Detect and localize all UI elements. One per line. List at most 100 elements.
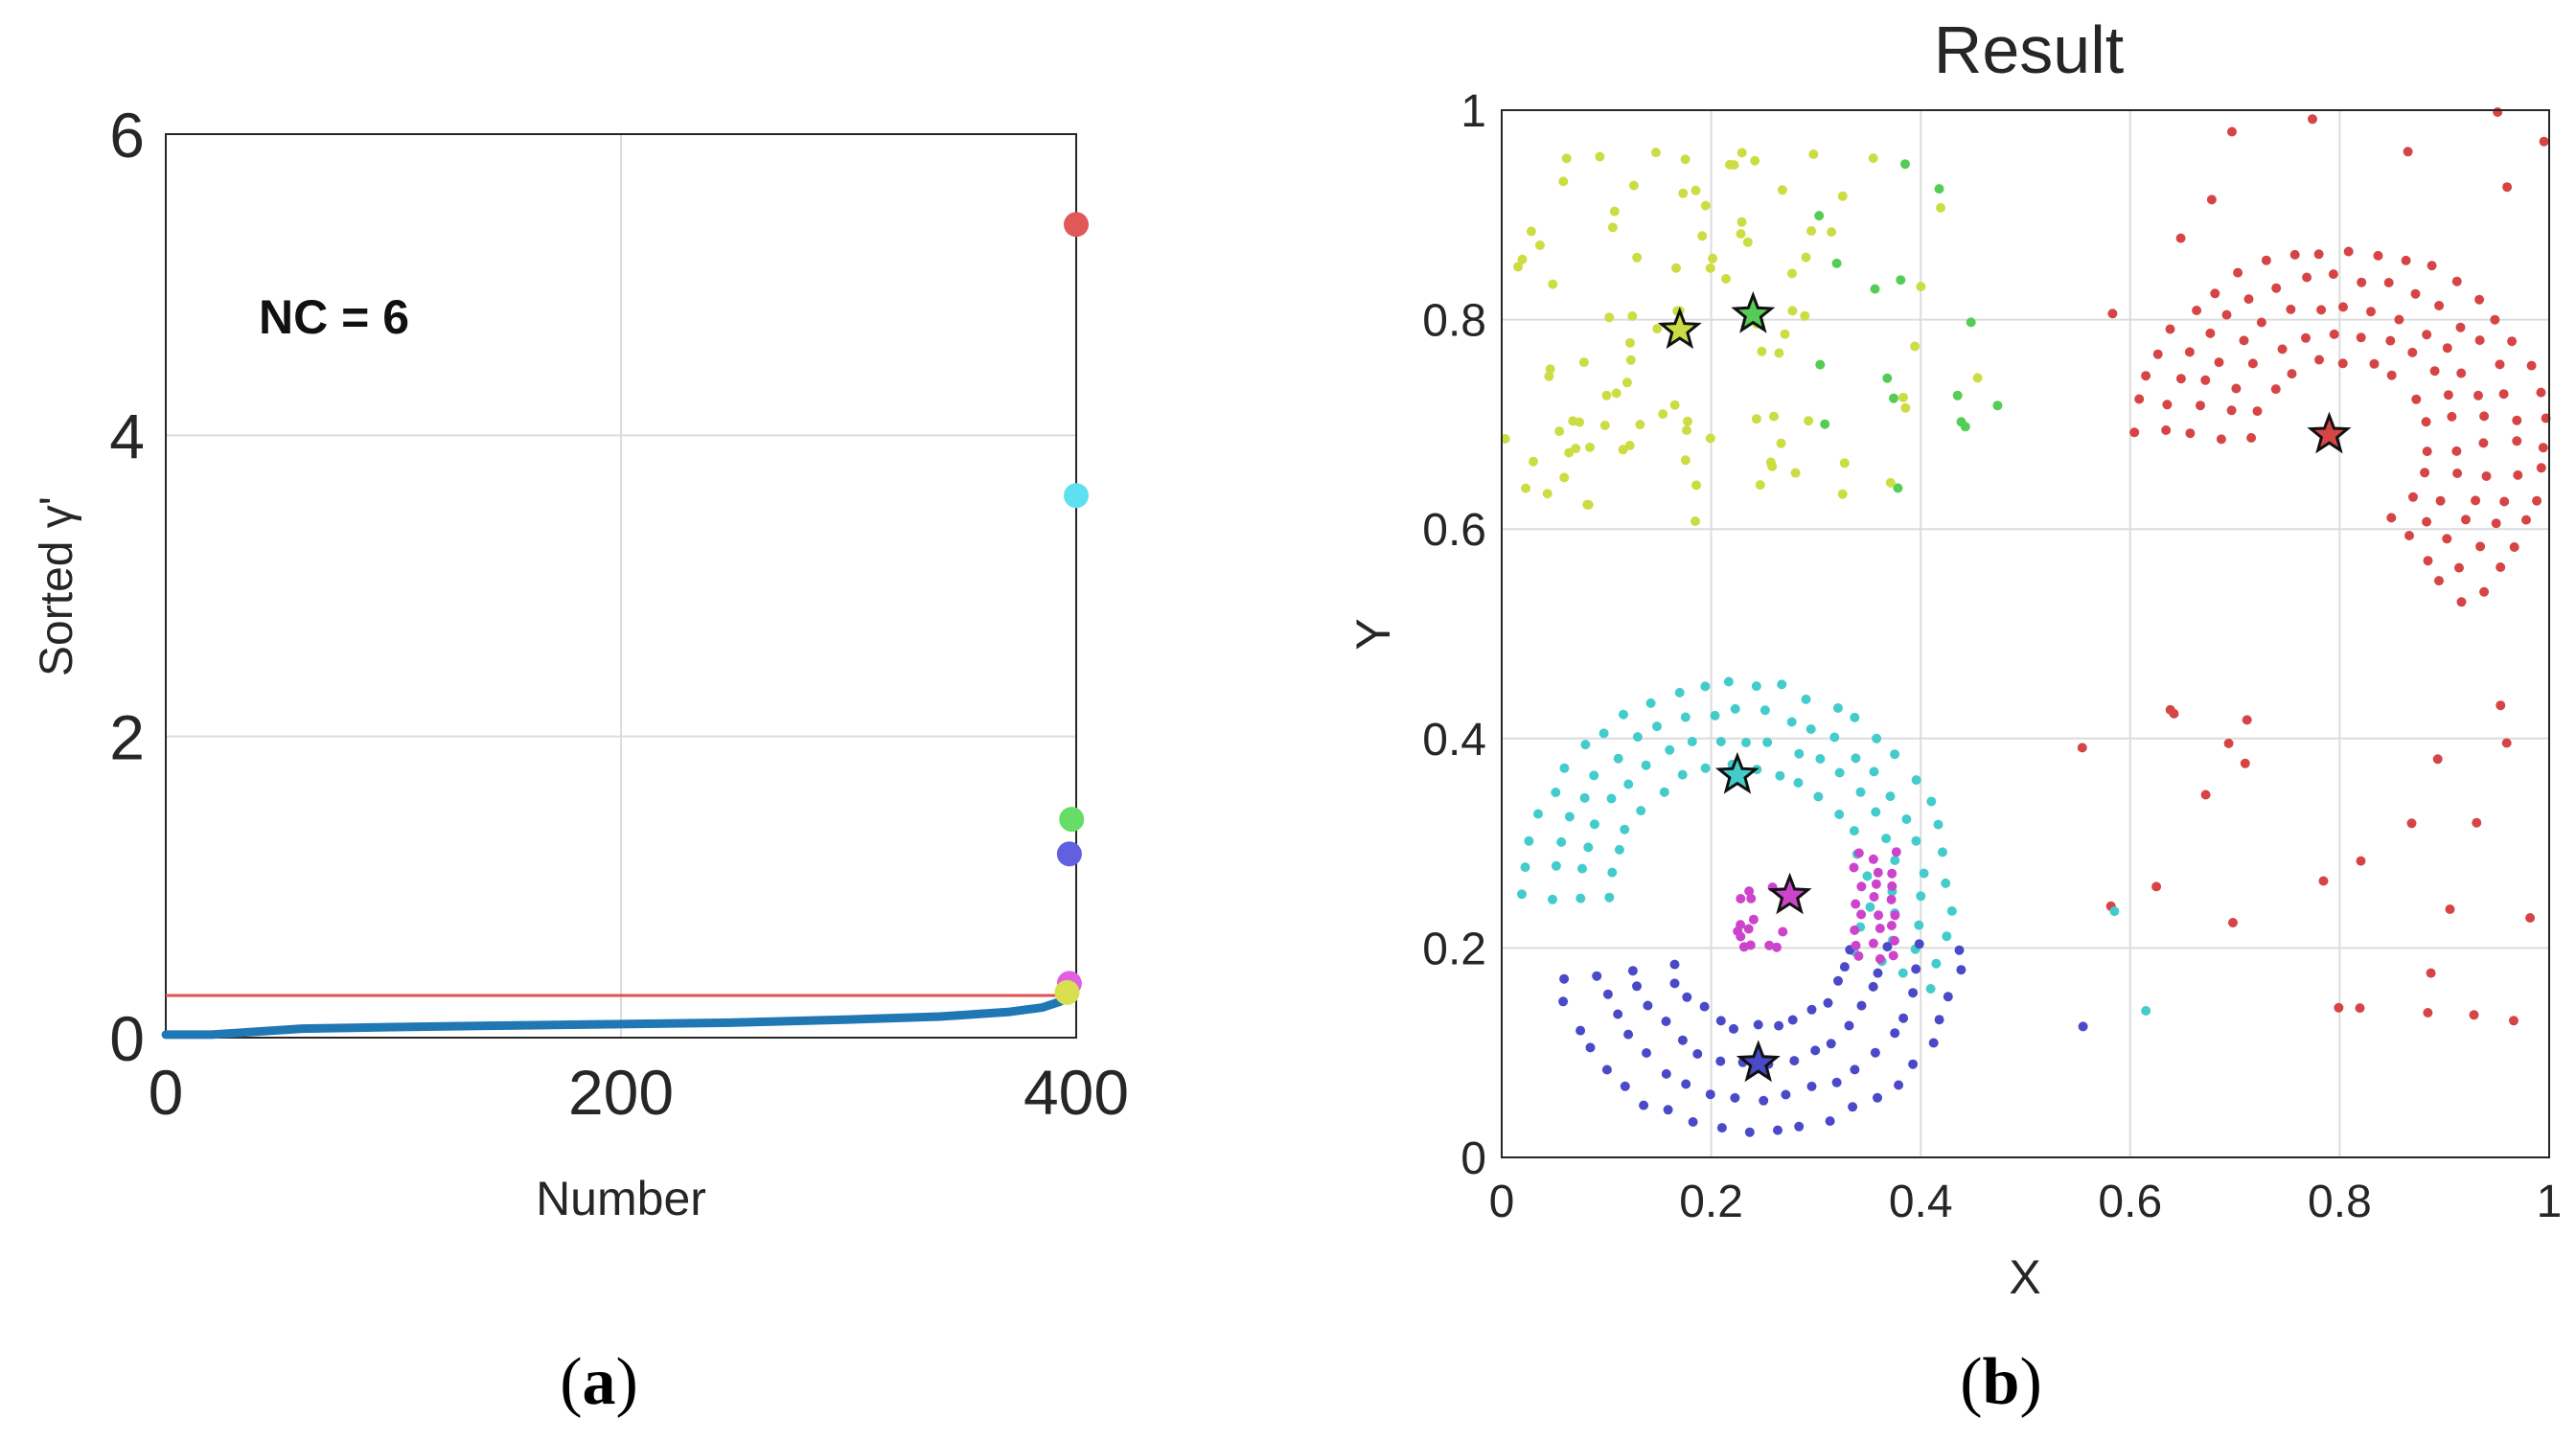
point-yellow xyxy=(1578,357,1589,368)
point-blue xyxy=(1928,1038,1939,1048)
center-gamma-point-5 xyxy=(1054,979,1080,1005)
point-red xyxy=(2192,306,2202,315)
panel-b-title: Result xyxy=(1934,12,2124,87)
point-blue xyxy=(1826,1039,1836,1049)
point-red xyxy=(2422,446,2432,457)
point-blue xyxy=(1663,1105,1673,1115)
point-red xyxy=(2373,250,2383,261)
point-yellow xyxy=(1558,176,1569,187)
point-cyan xyxy=(1604,892,1615,903)
point-cyan xyxy=(1589,819,1599,830)
point-blue xyxy=(1898,1013,1909,1023)
point-magenta xyxy=(1889,935,1899,946)
point-cyan xyxy=(1881,834,1892,844)
point-red xyxy=(2501,738,2512,748)
panel-a-plot-box xyxy=(165,133,1077,1039)
point-red xyxy=(2270,384,2281,395)
point-red xyxy=(2451,276,2462,286)
point-yellow xyxy=(1839,458,1850,469)
point-magenta xyxy=(1851,940,1861,950)
point-yellow xyxy=(1691,480,1702,491)
caption-b: (b) xyxy=(1960,1345,2042,1419)
point-red xyxy=(2316,305,2327,315)
point-red xyxy=(2302,272,2312,283)
point-blue xyxy=(1806,1004,1817,1015)
point-blue xyxy=(1559,973,1570,984)
point-cyan xyxy=(1916,891,1926,902)
point-red xyxy=(2474,294,2485,305)
point-green xyxy=(1889,393,1898,403)
point-red xyxy=(2451,446,2462,456)
point-blue xyxy=(1787,1015,1798,1025)
panel-b-x-tick-label: 0 xyxy=(1489,1177,1515,1227)
point-yellow xyxy=(1607,222,1618,233)
point-yellow xyxy=(1561,153,1572,164)
point-blue xyxy=(1715,1016,1726,1026)
point-red xyxy=(2175,374,2186,384)
point-blue xyxy=(1794,1121,1805,1132)
point-red xyxy=(2509,1016,2518,1026)
point-red xyxy=(2338,302,2348,312)
point-red xyxy=(2536,463,2546,473)
point-yellow xyxy=(1769,411,1779,422)
point-red xyxy=(2301,332,2311,343)
point-red xyxy=(2369,358,2380,369)
panel-b-y-tick-label: 0.2 xyxy=(1422,924,1486,974)
point-red xyxy=(2233,267,2243,278)
point-green xyxy=(1900,159,1910,170)
point-magenta xyxy=(1874,924,1885,933)
point-red xyxy=(2491,518,2501,529)
point-blue xyxy=(1639,1100,1649,1110)
point-cyan xyxy=(1579,792,1590,803)
point-cyan xyxy=(1862,871,1873,881)
point-red xyxy=(2422,516,2432,527)
point-magenta xyxy=(1871,879,1881,889)
point-yellow xyxy=(1601,390,1612,400)
point-yellow xyxy=(1635,420,1645,430)
point-blue xyxy=(1716,1123,1727,1133)
point-cyan xyxy=(1533,809,1543,819)
point-red xyxy=(2455,322,2466,332)
point-blue xyxy=(1715,1056,1726,1066)
panel-a-x-tick-label: 200 xyxy=(568,1057,674,1128)
cluster-points xyxy=(1500,107,2551,1137)
point-yellow xyxy=(1658,409,1668,420)
point-blue xyxy=(1911,964,1921,974)
point-cyan xyxy=(1580,740,1591,750)
center-star-yellow xyxy=(1657,307,1702,350)
panel-b-x-tick-label: 0.8 xyxy=(2308,1177,2372,1227)
point-green xyxy=(1815,359,1826,370)
center-gamma-point-0 xyxy=(1064,212,1089,238)
center-star-red xyxy=(2307,411,2352,454)
panel-b-x-tick-label: 0.4 xyxy=(1889,1177,1953,1227)
panel-a-x-tick-label: 0 xyxy=(149,1057,184,1128)
point-red xyxy=(2493,107,2503,117)
panel-a-x-tick-label: 400 xyxy=(1024,1057,1129,1128)
point-blue xyxy=(1699,1001,1710,1012)
point-cyan xyxy=(1606,793,1617,804)
point-yellow xyxy=(1972,373,1983,383)
point-blue xyxy=(1661,1017,1671,1026)
point-yellow xyxy=(1800,310,1810,321)
point-yellow xyxy=(1736,148,1747,158)
point-yellow xyxy=(1736,229,1746,240)
point-cyan xyxy=(1636,806,1646,816)
point-red xyxy=(2334,1002,2344,1013)
point-magenta xyxy=(1887,881,1898,891)
point-red xyxy=(2210,288,2220,299)
point-blue xyxy=(1753,1019,1763,1030)
point-red xyxy=(2228,918,2238,927)
point-cyan xyxy=(1641,760,1651,770)
point-red xyxy=(2442,343,2452,354)
point-cyan xyxy=(1834,810,1845,819)
point-red xyxy=(2423,1008,2433,1018)
point-red xyxy=(2509,542,2519,552)
point-cyan xyxy=(1871,807,1881,817)
point-yellow xyxy=(1618,445,1628,455)
point-red xyxy=(2152,349,2163,359)
point-red xyxy=(2481,471,2492,481)
panel-a-x-ticks: 0 200 400 xyxy=(149,1057,1129,1128)
point-magenta xyxy=(1733,926,1743,936)
point-yellow xyxy=(1599,421,1610,430)
point-blue xyxy=(1692,1049,1703,1059)
